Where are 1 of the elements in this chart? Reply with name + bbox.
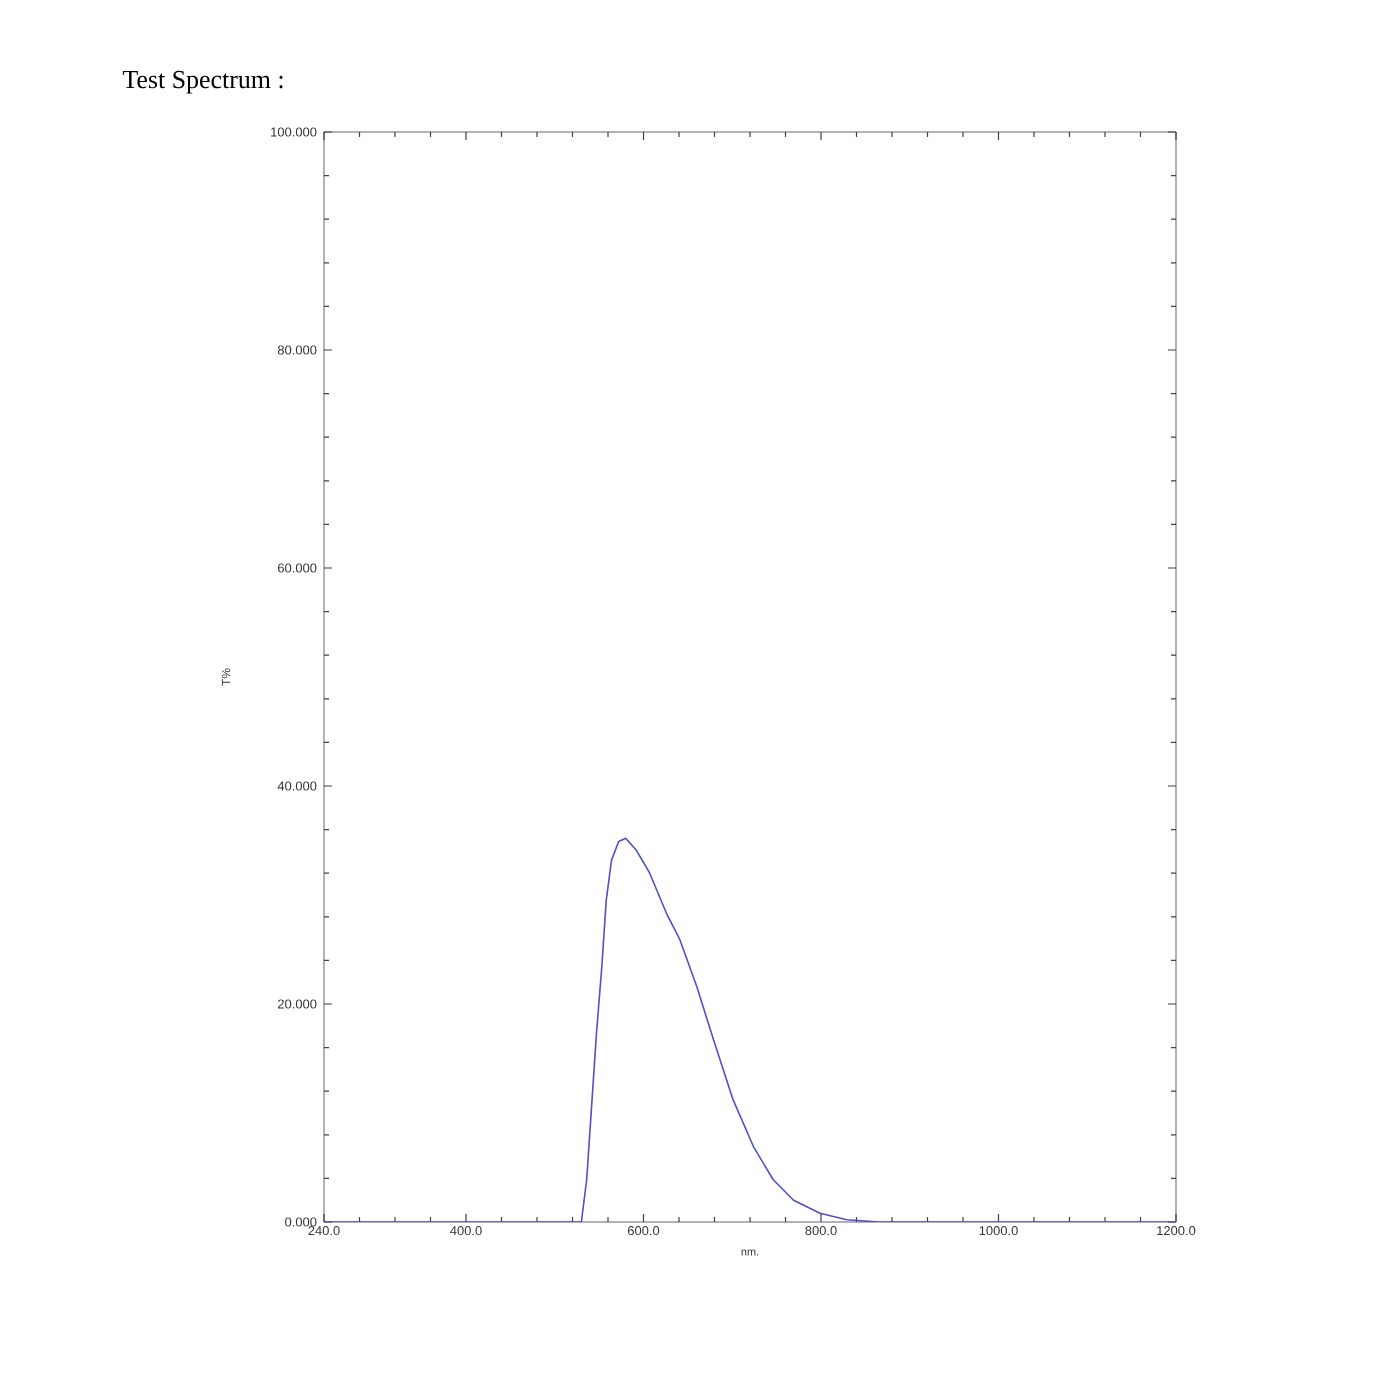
chart-title: Test Spectrum :	[122, 70, 283, 94]
